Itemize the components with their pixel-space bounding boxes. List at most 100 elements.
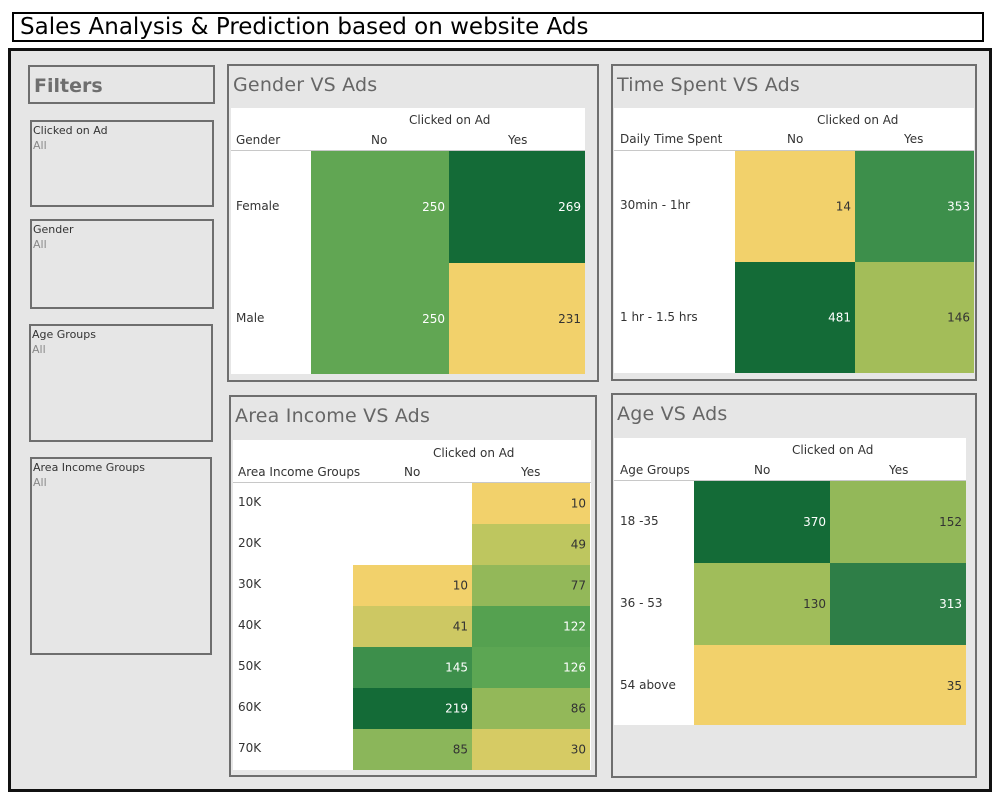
heatmap-cell[interactable] bbox=[472, 647, 590, 688]
filter-age-groups[interactable]: Age Groups All bbox=[29, 324, 213, 442]
heatmap-cell[interactable] bbox=[449, 263, 585, 374]
heatmap-cell-value: 481 bbox=[828, 311, 851, 325]
heatmap-cell[interactable] bbox=[855, 262, 974, 373]
heatmap-cell-value: 231 bbox=[558, 312, 581, 326]
heatmap-cells: 10 49 10 77 41 122 145 126 219 86 85 30 bbox=[353, 483, 590, 770]
filter-label: Clicked on Ad bbox=[33, 124, 108, 137]
row-header: Gender bbox=[236, 133, 281, 147]
filters-heading: Filters bbox=[28, 65, 215, 104]
heatmap-cell[interactable] bbox=[830, 563, 966, 645]
heatmap-cell-value: 269 bbox=[558, 200, 581, 214]
row-label-40k: 40K bbox=[238, 618, 262, 632]
column-header-no: No bbox=[404, 465, 421, 479]
header-divider bbox=[614, 150, 974, 151]
filter-value[interactable]: All bbox=[33, 139, 47, 152]
column-header-yes: Yes bbox=[889, 463, 909, 477]
heatmap-cell[interactable] bbox=[311, 151, 449, 263]
row-header: Daily Time Spent bbox=[620, 132, 723, 146]
heatmap-cell-value: 122 bbox=[563, 620, 586, 634]
heatmap-cell-value: 86 bbox=[571, 702, 586, 716]
filter-value[interactable]: All bbox=[33, 476, 47, 489]
heatmap-cell[interactable] bbox=[472, 729, 590, 770]
column-group-title: Clicked on Ad bbox=[817, 113, 899, 127]
row-label-30min-1hr: 30min - 1hr bbox=[620, 198, 691, 212]
dashboard-title: Sales Analysis & Prediction based on web… bbox=[12, 12, 984, 42]
column-header-yes: Yes bbox=[904, 132, 924, 146]
heatmap-cell[interactable] bbox=[449, 151, 585, 263]
filter-value[interactable]: All bbox=[33, 238, 47, 251]
panel-title: Area Income VS Ads bbox=[235, 405, 431, 427]
row-label-36-53: 36 - 53 bbox=[620, 596, 663, 610]
filter-gender[interactable]: Gender All bbox=[30, 219, 214, 309]
heatmap-cell[interactable] bbox=[735, 151, 855, 262]
panel-title: Time Spent VS Ads bbox=[617, 74, 801, 96]
heatmap-cell[interactable] bbox=[694, 481, 830, 563]
heatmap-cell-value: 313 bbox=[939, 597, 962, 611]
heatmap-gender: Clicked on Ad Gender No Yes Female Male … bbox=[231, 108, 585, 374]
heatmap-cell-value: 250 bbox=[422, 312, 445, 326]
heatmap-cell-value: 41 bbox=[453, 620, 468, 634]
panel-time-spent-vs-ads: Time Spent VS Ads Clicked on Ad Daily Ti… bbox=[611, 64, 977, 381]
column-header-no: No bbox=[787, 132, 804, 146]
panel-gender-vs-ads: Gender VS Ads Clicked on Ad Gender No Ye… bbox=[227, 64, 599, 382]
panel-title: Gender VS Ads bbox=[233, 74, 378, 96]
heatmap-cell[interactable] bbox=[830, 645, 966, 725]
heatmap-cell[interactable] bbox=[472, 606, 590, 647]
heatmap-cell-value: 353 bbox=[947, 200, 970, 214]
filter-area-income-groups[interactable]: Area Income Groups All bbox=[30, 457, 212, 655]
column-header-yes: Yes bbox=[521, 465, 541, 479]
filter-clicked-on-ad[interactable]: Clicked on Ad All bbox=[30, 120, 214, 207]
heatmap-cell[interactable] bbox=[353, 647, 472, 688]
row-label-female: Female bbox=[236, 199, 280, 213]
column-header-yes: Yes bbox=[508, 133, 528, 147]
heatmap-cell[interactable] bbox=[353, 606, 472, 647]
heatmap-cell[interactable] bbox=[472, 524, 590, 565]
heatmap-cells: 14 353 481 146 bbox=[735, 151, 974, 373]
heatmap-cell[interactable] bbox=[855, 151, 974, 262]
heatmap-cell[interactable] bbox=[311, 263, 449, 374]
heatmap-cell-value: 10 bbox=[571, 497, 586, 511]
heatmap-cell-value: 14 bbox=[836, 200, 851, 214]
column-header-no: No bbox=[754, 463, 771, 477]
heatmap-cell-value: 130 bbox=[803, 597, 826, 611]
heatmap-cell-value: 145 bbox=[445, 661, 468, 675]
heatmap-cells: 370 152 130 313 35 bbox=[694, 481, 966, 725]
row-label-60k: 60K bbox=[238, 700, 262, 714]
heatmap-time-spent: Clicked on Ad Daily Time Spent No Yes 30… bbox=[614, 108, 974, 373]
heatmap-cell-value: 126 bbox=[563, 661, 586, 675]
header-divider bbox=[233, 482, 591, 483]
panel-title: Age VS Ads bbox=[617, 403, 728, 425]
row-label-18-35: 18 -35 bbox=[620, 514, 659, 528]
heatmap-cell-value: 35 bbox=[947, 679, 962, 693]
heatmap-cell-value: 85 bbox=[453, 743, 468, 757]
heatmap-cell[interactable] bbox=[353, 729, 472, 770]
row-header: Age Groups bbox=[620, 463, 690, 477]
heatmap-cell[interactable] bbox=[735, 262, 855, 373]
heatmap-cell-value: 77 bbox=[571, 579, 586, 593]
row-label-male: Male bbox=[236, 311, 265, 325]
heatmap-cell[interactable] bbox=[353, 565, 472, 606]
row-label-30k: 30K bbox=[238, 577, 262, 591]
column-group-title: Clicked on Ad bbox=[409, 113, 491, 127]
row-label-20k: 20K bbox=[238, 536, 262, 550]
filter-value[interactable]: All bbox=[32, 343, 46, 356]
filter-label: Gender bbox=[33, 223, 74, 236]
heatmap-cell[interactable] bbox=[830, 481, 966, 563]
heatmap-cell[interactable] bbox=[472, 483, 590, 524]
heatmap-cell-value: 10 bbox=[453, 579, 468, 593]
header-divider bbox=[614, 480, 966, 481]
heatmap-cell[interactable] bbox=[353, 688, 472, 729]
heatmap-area-income: Clicked on Ad Area Income Groups No Yes … bbox=[233, 440, 591, 770]
heatmap-cell[interactable] bbox=[472, 565, 590, 606]
column-header-no: No bbox=[371, 133, 388, 147]
heatmap-cell[interactable] bbox=[694, 563, 830, 645]
heatmap-cell-value: 49 bbox=[571, 538, 586, 552]
heatmap-cell-value: 152 bbox=[939, 515, 962, 529]
header-divider bbox=[231, 150, 585, 151]
row-label-50k: 50K bbox=[238, 659, 262, 673]
heatmap-cell-value: 250 bbox=[422, 200, 445, 214]
filter-label: Age Groups bbox=[32, 328, 96, 341]
heatmap-cell-fill bbox=[694, 645, 830, 725]
row-label-1hr-1-5hrs: 1 hr - 1.5 hrs bbox=[620, 310, 698, 324]
heatmap-cell[interactable] bbox=[472, 688, 590, 729]
